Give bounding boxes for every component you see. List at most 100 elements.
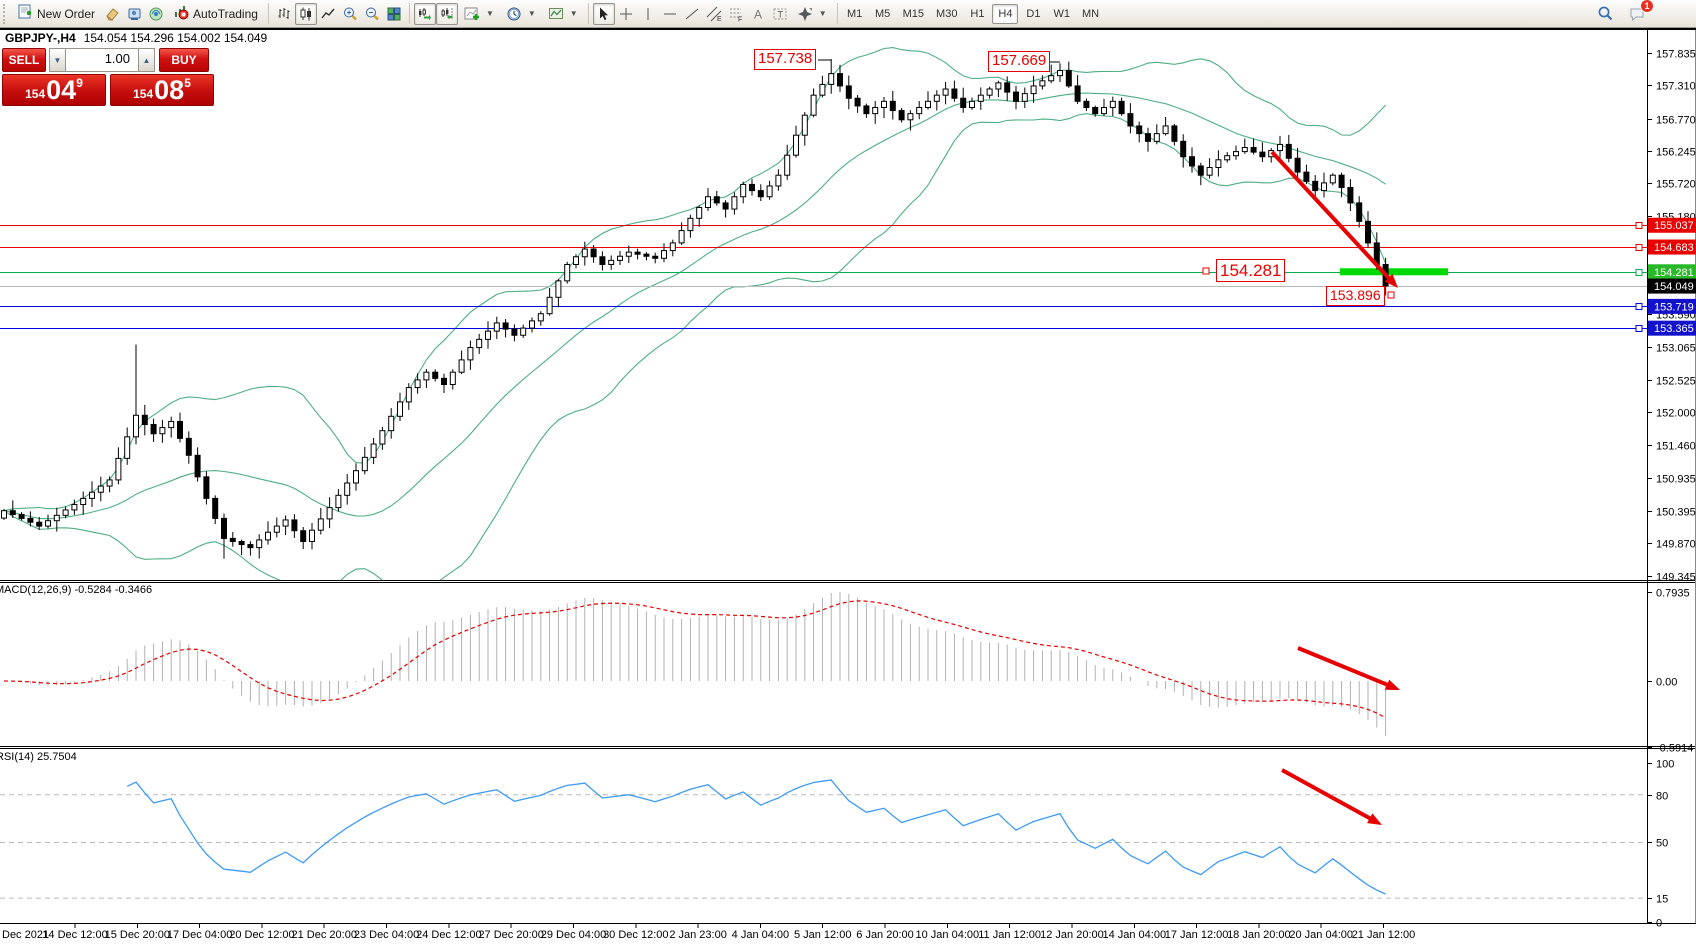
horizontal-line-tool-button[interactable] [659,3,681,25]
time-label: 27 Dec 20:00 [478,929,544,941]
svg-text:153.365: 153.365 [1654,323,1694,335]
time-label: 21 Dec 20:00 [291,929,357,941]
price-annotation-157.738[interactable]: 157.738 [754,49,817,70]
rsi-tick: 80 [1656,791,1668,803]
trend-arrows[interactable] [1270,150,1400,825]
new-order-button[interactable]: New Order [11,3,101,25]
dropdown-arrow: ▼ [569,9,578,18]
sell-button[interactable]: SELL [2,48,46,72]
chart-shift-button[interactable] [435,2,458,25]
time-label: 17 Dec 04:00 [166,929,233,941]
hline-handle[interactable] [1635,269,1643,276]
support-highlight-bar[interactable] [1340,268,1448,276]
tf-button-M5[interactable]: M5 [875,7,891,20]
rsi-tick: 50 [1656,838,1668,850]
eraser-icon-button[interactable] [101,3,123,25]
tile-windows-button[interactable] [383,3,405,25]
tf-button-H4[interactable]: H4 [992,3,1019,24]
autotrading-icon [173,4,189,23]
price-annotation-153.896[interactable]: 153.896 [1326,286,1385,306]
svg-text:154.281: 154.281 [1654,267,1694,279]
tf-button-MN[interactable]: MN [1081,7,1100,20]
price-flag-154.049: 154.049 [1648,278,1696,294]
time-label: 24 Dec 12:00 [416,929,482,941]
chat-notifications-button[interactable]: 1 [1626,0,1654,25]
auto-scroll-button[interactable] [413,2,436,25]
svg-text:T: T [777,9,783,19]
sell-price-display[interactable]: 154 04 9 [2,74,106,106]
new-order-label: New Order [37,6,96,21]
trendline-tool-button[interactable] [681,3,703,25]
red-arrow-head [1367,813,1382,825]
rsi-tick: 0 [1656,918,1662,930]
main-price-panel [0,47,1647,580]
candlestick-mode-button[interactable] [294,2,317,25]
price-tick: 150.395 [1656,507,1696,519]
price-flag-153.719: 153.719 [1648,298,1696,314]
time-label: 2 Jan 23:00 [669,929,727,941]
sell-price-prefix: 154 [25,87,46,101]
price-annotation-154.281[interactable]: 154.281 [1216,259,1286,283]
tf-button-H1[interactable]: H1 [970,7,985,20]
buy-price-display[interactable]: 154 08 5 [110,74,214,106]
tf-button-W1[interactable]: W1 [1053,7,1070,20]
sell-price-sup: 9 [76,76,83,90]
rsi-indicator-label: RSI(14) 25.7504 [0,751,77,763]
text-label-tool-button[interactable]: T [769,3,791,25]
search-icon-button[interactable] [1594,3,1616,25]
svg-text:154.683: 154.683 [1654,242,1694,254]
new-order-icon [17,4,33,23]
equidistant-channel-tool-button[interactable]: E [703,3,725,25]
time-label: 30 Dec 12:00 [603,929,669,941]
signals-icon-button[interactable] [145,3,167,25]
line-chart-mode-button[interactable] [317,3,339,25]
hline-handle[interactable] [1635,325,1643,332]
price-flag-154.281: 154.281 [1648,264,1696,280]
time-label: 20 Dec 12:00 [229,929,295,941]
main-toolbar: New Order AutoTrading ▼ [0,0,1696,28]
tf-button-M1[interactable]: M1 [847,7,863,20]
time-label: 14 Jan 04:00 [1102,929,1167,941]
fibonacci-tool-button[interactable]: F [725,3,747,25]
expert-advisors-icon-button[interactable] [123,3,145,25]
rsi-tick: 15 [1656,894,1668,906]
price-tick: 157.310 [1656,81,1696,93]
window-top-border [0,28,1696,30]
hline-handle[interactable] [1635,303,1643,310]
volume-decrease-button[interactable]: ▼ [49,48,66,72]
crosshair-tool-button[interactable] [615,3,637,25]
buy-button[interactable]: BUY [159,48,209,72]
add-indicator-button[interactable]: ▼ [458,3,500,25]
text-tool-button[interactable]: A [747,3,769,25]
autotrading-button[interactable]: AutoTrading [167,3,264,25]
chart-canvas[interactable]: 157.835157.310156.770156.245155.720155.1… [0,28,1696,950]
hline-handle[interactable] [1635,244,1643,251]
macd-tick: -0.5914 [1656,743,1693,755]
red-arrow-main [1270,150,1395,284]
hline-handle[interactable] [1635,222,1643,229]
band-lower [3,113,1387,580]
vertical-line-tool-button[interactable] [637,3,659,25]
time-label: 21 Jan 12:00 [1351,929,1416,941]
periods-button[interactable]: ▼ [500,3,542,25]
time-label: 29 Dec 04:00 [540,929,607,941]
price-tick: 156.770 [1656,115,1696,127]
price-annotation-157.669[interactable]: 157.669 [988,51,1051,72]
buy-price-sup: 5 [184,76,191,90]
tf-button-M30[interactable]: M30 [936,7,958,20]
svg-text:F: F [738,16,742,22]
svg-text:154.049: 154.049 [1654,281,1694,293]
zoom-in-button[interactable] [339,3,361,25]
arrows-tool-button[interactable]: ▼ [791,3,833,25]
tf-button-D1[interactable]: D1 [1026,7,1041,20]
templates-button[interactable]: ▼ [542,3,584,25]
tf-button-M15[interactable]: M15 [902,7,925,20]
price-flag-154.683: 154.683 [1648,239,1696,255]
time-axis: Dec 2021 14 Dec 12:00 15 Dec 20:00 17 Dec 0… [0,929,1696,945]
bar-chart-mode-button[interactable] [273,3,295,25]
time-label: 18 Jan 20:00 [1227,929,1291,941]
zoom-out-button[interactable] [361,3,383,25]
volume-input[interactable]: 1.00 [66,48,138,72]
cursor-tool-button[interactable] [592,2,615,25]
volume-increase-button[interactable]: ▲ [138,48,155,72]
